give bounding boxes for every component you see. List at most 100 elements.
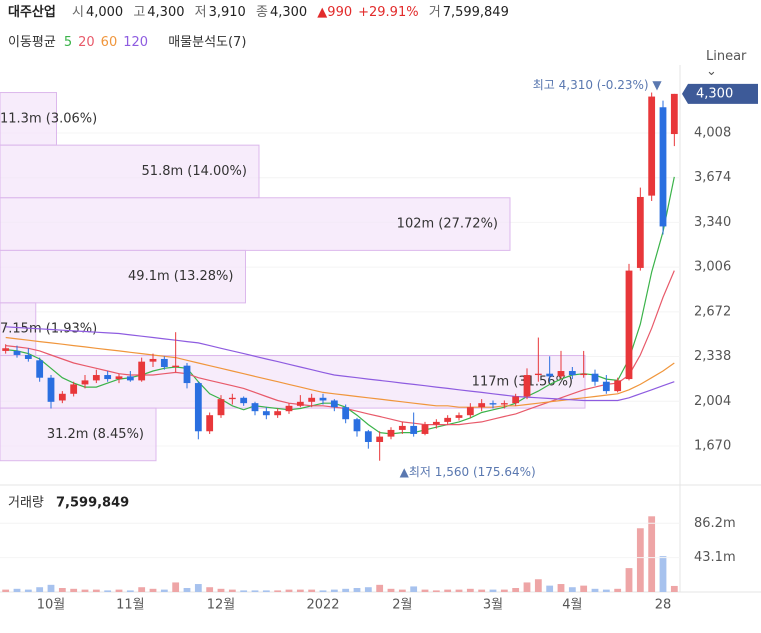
ma-legend: 5 20 60 120 [60, 35, 152, 50]
legend-entry[interactable]: 5 [63, 35, 73, 50]
x-tick-label: 4월 [562, 598, 582, 613]
volume-bar [115, 589, 123, 592]
change-pct: +29.91% [358, 5, 419, 20]
field-value: 3,910 [208, 5, 246, 20]
candle-body [251, 403, 259, 412]
candle-body [455, 415, 463, 418]
candle-body [421, 424, 429, 434]
y-tick-label: 3,006 [694, 260, 731, 275]
volume-bar [330, 589, 338, 592]
volume-tick-label: 86.2m [694, 516, 736, 531]
candle-body [466, 407, 474, 416]
volume-bar [670, 585, 678, 592]
candle-body [296, 401, 304, 406]
x-tick-label: 11월 [116, 598, 145, 613]
candle-body [13, 350, 21, 355]
candle-body [500, 403, 508, 405]
volume-bar [534, 579, 542, 592]
volume-bar [421, 589, 429, 592]
candle-body [319, 397, 327, 401]
price-tag [682, 83, 758, 104]
y-tick-label: 3,674 [694, 170, 731, 185]
volume-bar [466, 588, 474, 592]
candle-body [330, 400, 338, 408]
volume-bar [591, 588, 599, 592]
profile-bar [0, 92, 57, 146]
volume-bar [183, 588, 191, 592]
candle-body [591, 373, 599, 382]
volume-bar [24, 589, 32, 592]
candle-body [149, 358, 157, 362]
candle-body [636, 196, 644, 268]
candle-body [194, 383, 202, 432]
profile-bar [0, 197, 511, 251]
profile-label: 102m (27.72%) [397, 217, 498, 232]
scale-mode[interactable]: Linear ⌄ [706, 49, 747, 79]
volume-bar [636, 528, 644, 592]
candle-body [478, 403, 486, 408]
candle-body [183, 365, 191, 384]
volume-bar [546, 585, 554, 592]
volume-value: 7,599,849 [56, 496, 129, 511]
field-value: 4,300 [147, 5, 185, 20]
candle-body [70, 384, 78, 394]
ma-line [5, 336, 675, 408]
ma-title[interactable]: 이동평균 [8, 35, 56, 50]
volume-bar [81, 589, 89, 592]
volume-bar [512, 588, 520, 592]
x-tick-label: 2022 [306, 598, 339, 613]
volume-bar [342, 588, 350, 592]
candle-body [614, 380, 622, 392]
volume-bar [92, 589, 100, 592]
candle-body [353, 419, 361, 432]
candle-body [206, 415, 214, 432]
volume-bar [228, 589, 236, 592]
field-label: 저 [194, 5, 207, 20]
volume-bar [376, 584, 384, 592]
candle-body [670, 93, 678, 135]
legend-entry[interactable]: 120 [123, 35, 149, 50]
candle-body [104, 375, 112, 380]
volume-bar [262, 590, 270, 592]
volume-bar [580, 585, 588, 592]
volume-bar [444, 589, 452, 592]
legend-entry[interactable]: 20 [78, 35, 95, 50]
candle-body [444, 417, 452, 422]
volume-bar [296, 589, 304, 592]
ma-line [5, 326, 675, 402]
candle-body [47, 377, 55, 402]
candle-body [285, 405, 293, 412]
volume-bar [126, 590, 134, 592]
volume-bar [432, 590, 440, 592]
volume-tick-label: 43.1m [694, 550, 736, 565]
candle-body [58, 393, 66, 401]
field-value: 4,000 [85, 5, 124, 20]
candle-body [534, 373, 542, 376]
y-tick-label: 3,340 [694, 215, 731, 230]
volume-bar [500, 589, 508, 592]
candle-body [410, 425, 418, 434]
candle-body [81, 380, 89, 385]
candle-body [568, 371, 576, 376]
legend-entry[interactable]: 60 [100, 35, 118, 50]
candle-body [342, 407, 350, 420]
stock-name: 대주산업 [8, 5, 56, 20]
volume-bar [353, 588, 361, 592]
candle-body [160, 358, 168, 368]
indicator-bar: 이동평균 5 20 60 120 매물분석도(7) [8, 31, 250, 50]
volume-bar [648, 516, 656, 592]
y-tick-label: 1,670 [694, 438, 731, 453]
candle-body [228, 397, 236, 400]
volume-bar [319, 590, 327, 592]
volume-bar [489, 589, 497, 592]
candle-body [36, 360, 44, 378]
volume-bar [274, 590, 282, 592]
volume-bar [149, 588, 157, 592]
candle-body [546, 373, 554, 377]
profile-label: 11.3m (3.06%) [0, 111, 97, 126]
profile-label: 31.2m (8.45%) [47, 427, 144, 442]
candle-body [659, 107, 667, 227]
scale-mode-label: Linear [706, 49, 747, 64]
profile-title[interactable]: 매물분석도(7) [168, 35, 247, 50]
